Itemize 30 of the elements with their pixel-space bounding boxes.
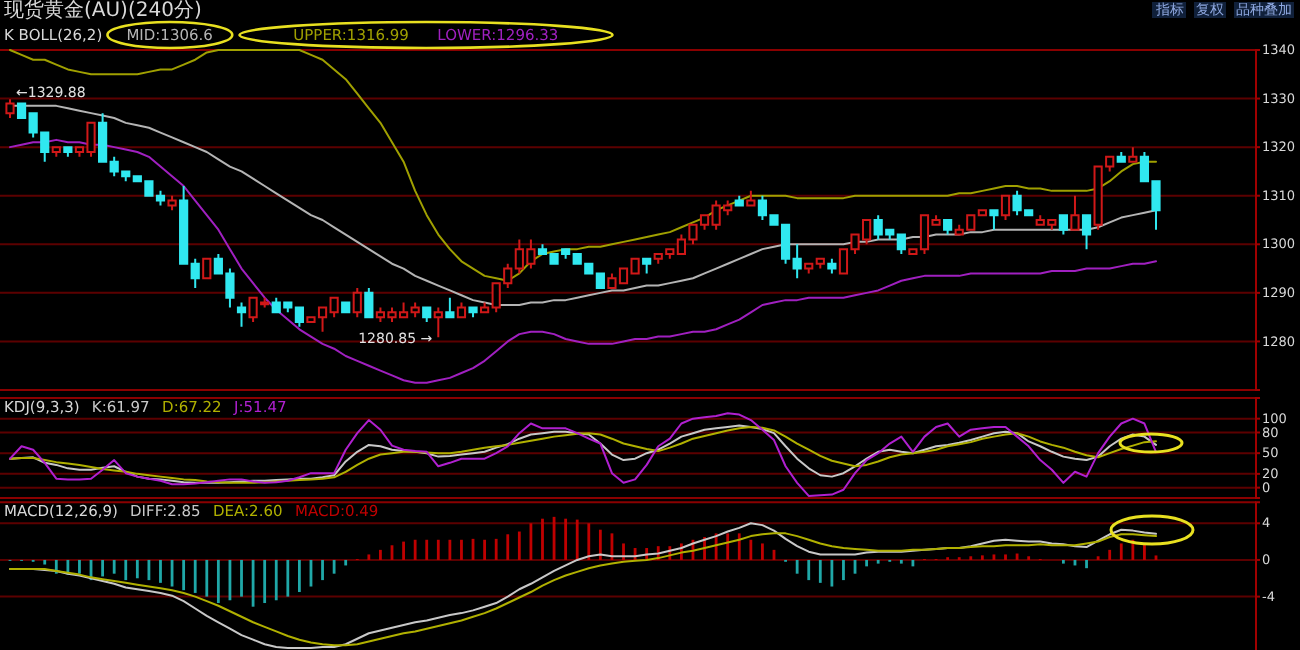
candlestick [236, 301, 247, 328]
candlestick [1000, 194, 1011, 221]
candlestick [364, 287, 374, 319]
candlestick [1070, 194, 1080, 231]
candlestick [1081, 214, 1092, 251]
candlestick [468, 306, 478, 319]
candlestick [642, 257, 652, 275]
candlestick [1128, 146, 1138, 163]
candlestick [352, 287, 362, 319]
candlestick [943, 219, 953, 236]
candlestick [51, 146, 61, 158]
candlestick [734, 194, 744, 207]
candlestick [63, 146, 73, 158]
candlestick [989, 209, 999, 231]
candlestick [433, 306, 443, 339]
candlestick [341, 301, 351, 314]
candlestick [827, 257, 837, 275]
candlestick [746, 189, 756, 207]
line-series [9, 104, 1157, 306]
candlestick [1058, 214, 1068, 236]
candlestick [422, 306, 432, 323]
candlestick [456, 301, 467, 319]
candlestick [445, 296, 455, 319]
candlestick [202, 257, 212, 280]
candlestick [5, 98, 15, 119]
chart-title: 现货黄金(AU)(240分) [4, 0, 202, 22]
candlestick [167, 194, 177, 212]
line-series [9, 49, 1157, 282]
candlestick [1116, 151, 1126, 163]
line-series [9, 138, 1157, 384]
